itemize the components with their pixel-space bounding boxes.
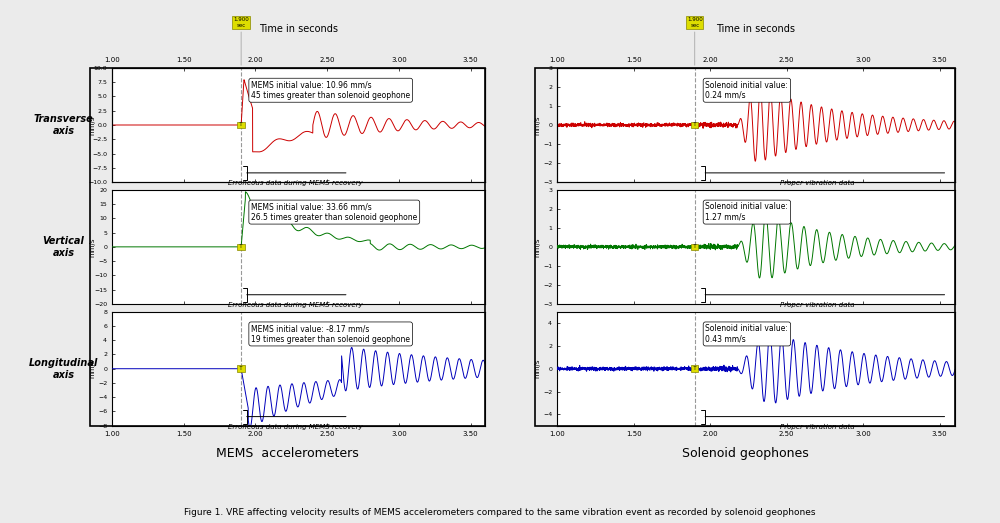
Text: Proper vibration data: Proper vibration data (780, 424, 854, 429)
Text: MEMS initial value: 10.96 mm/s
45 times greater than solenoid geophone: MEMS initial value: 10.96 mm/s 45 times … (251, 81, 410, 100)
Text: Solenoid geophones: Solenoid geophones (682, 447, 808, 460)
Text: mm/s: mm/s (534, 115, 540, 135)
Text: 1.900
sec: 1.900 sec (687, 17, 703, 65)
Text: mm/s: mm/s (89, 237, 95, 257)
Text: T: T (238, 122, 244, 128)
Text: T: T (692, 244, 698, 249)
Text: T: T (692, 366, 698, 371)
Text: mm/s: mm/s (534, 359, 540, 379)
Text: Erroneous data during MEMS recovery: Erroneous data during MEMS recovery (228, 180, 363, 186)
Text: T: T (238, 366, 244, 371)
Text: Transverse
axis: Transverse axis (34, 114, 93, 136)
Text: Solenoid initial value:
0.43 mm/s: Solenoid initial value: 0.43 mm/s (705, 324, 788, 344)
Text: Proper vibration data: Proper vibration data (780, 180, 854, 186)
Text: Solenoid initial value:
0.24 mm/s: Solenoid initial value: 0.24 mm/s (705, 81, 788, 100)
Text: Erroneous data during MEMS recovery: Erroneous data during MEMS recovery (228, 302, 363, 308)
Text: T: T (238, 244, 244, 249)
Text: T: T (692, 122, 698, 128)
Text: mm/s: mm/s (89, 115, 95, 135)
Text: Time in seconds: Time in seconds (716, 24, 796, 34)
Text: Longitudinal
axis: Longitudinal axis (29, 358, 98, 380)
Text: 1.900
sec: 1.900 sec (233, 17, 249, 65)
Text: mm/s: mm/s (534, 237, 540, 257)
Text: MEMS initial value: -8.17 mm/s
19 times greater than solenoid geophone: MEMS initial value: -8.17 mm/s 19 times … (251, 324, 410, 344)
Text: Erroneous data during MEMS recovery: Erroneous data during MEMS recovery (228, 424, 363, 429)
Text: Solenoid initial value:
1.27 mm/s: Solenoid initial value: 1.27 mm/s (705, 202, 788, 222)
Text: MEMS  accelerometers: MEMS accelerometers (216, 447, 359, 460)
Text: Time in seconds: Time in seconds (259, 24, 338, 34)
Text: MEMS initial value: 33.66 mm/s
26.5 times greater than solenoid geophone: MEMS initial value: 33.66 mm/s 26.5 time… (251, 202, 417, 222)
Text: Figure 1. VRE affecting velocity results of MEMS accelerometers compared to the : Figure 1. VRE affecting velocity results… (184, 508, 816, 517)
Text: Proper vibration data: Proper vibration data (780, 302, 854, 308)
Text: Vertical
axis: Vertical axis (43, 236, 84, 258)
Text: mm/s: mm/s (89, 359, 95, 379)
